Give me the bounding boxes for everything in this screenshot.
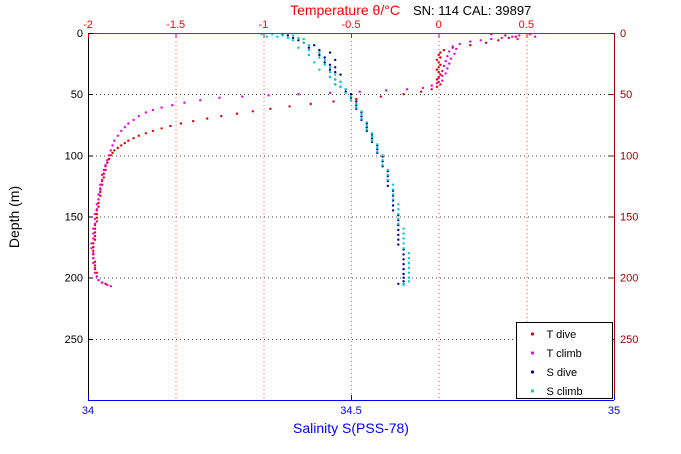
legend-marker-s-dive — [530, 370, 535, 374]
legend: T dive T climb S dive S climb — [516, 322, 613, 399]
tick-labels: -2 -1.5 -1 -0.5 0 0.5 34 34.5 35 0 0 50 50 100 100 150 1… — [65, 19, 639, 417]
depth-tick-label-right: 200 — [620, 273, 638, 285]
depth-tick-label-right: 100 — [620, 150, 638, 162]
salinity-tick-label: 34.5 — [340, 405, 361, 417]
sensor-info: SN: 114 CAL: 39897 — [413, 3, 532, 18]
depth-tick-label-right: 0 — [620, 28, 626, 40]
series-s-dive — [281, 33, 405, 285]
salinity-tick-label: 35 — [608, 405, 620, 417]
legend-marker-t-climb — [530, 351, 535, 355]
temp-tick-label: -2 — [83, 19, 93, 31]
depth-tick-label-left: 50 — [71, 89, 83, 101]
legend-label-t-climb: T climb — [547, 348, 582, 360]
depth-tick-label-left: 0 — [77, 28, 83, 40]
temp-tick-label: 0.5 — [519, 19, 534, 31]
depth-tick-label-left: 250 — [65, 334, 83, 346]
plot-title: Temperature θ/°C — [290, 2, 400, 18]
depth-tick-label-right: 50 — [620, 89, 632, 101]
salinity-tick-label: 34 — [82, 405, 94, 417]
legend-label-s-dive: S dive — [547, 367, 578, 379]
temp-tick-label: -1 — [258, 19, 268, 31]
series-t-climb — [90, 33, 537, 288]
salinity-axis-label: Salinity S(PSS-78) — [293, 420, 409, 436]
depth-tick-label-right: 250 — [620, 334, 638, 346]
legend-marker-s-climb — [530, 389, 535, 393]
legend-label-t-dive: T dive — [547, 329, 577, 341]
temp-tick-label: 0 — [436, 19, 442, 31]
legend-label-s-climb: S climb — [547, 386, 583, 398]
legend-marker-t-dive — [530, 332, 535, 336]
series-t-dive — [92, 33, 517, 285]
series-s-climb — [260, 33, 411, 287]
temp-tick-label: -0.5 — [342, 19, 361, 31]
temp-tick-label: -1.5 — [166, 19, 185, 31]
depth-tick-label-left: 200 — [65, 273, 83, 285]
depth-tick-label-right: 150 — [620, 212, 638, 224]
depth-axis-label: Depth (m) — [6, 185, 22, 249]
depth-tick-label-left: 100 — [65, 150, 83, 162]
depth-tick-label-left: 150 — [65, 212, 83, 224]
